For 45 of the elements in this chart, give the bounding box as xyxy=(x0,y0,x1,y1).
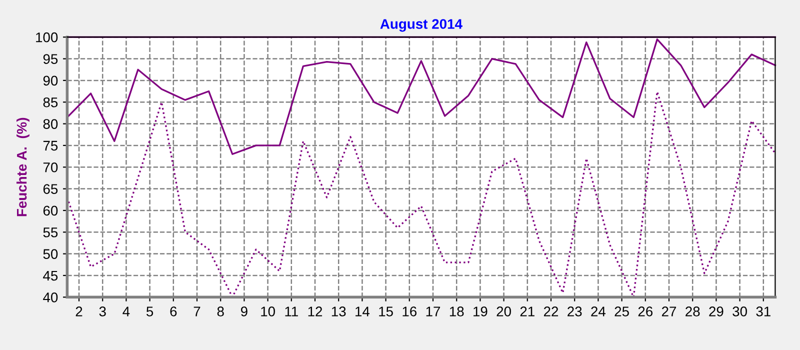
y-tick-label: 70 xyxy=(43,162,58,172)
y-tick-label: 60 xyxy=(43,206,58,216)
chart-title: August 2014 xyxy=(380,19,462,32)
x-tick-label: 22 xyxy=(544,306,558,316)
y-tick-label: 100 xyxy=(36,32,58,42)
x-tick-label: 13 xyxy=(332,306,346,316)
y-tick-label: 50 xyxy=(43,249,58,259)
x-tick-label: 27 xyxy=(662,306,676,316)
x-tick-label: 28 xyxy=(686,306,700,316)
y-tick-label: 80 xyxy=(43,119,58,129)
x-tick-label: 18 xyxy=(450,306,464,316)
y-tick-label: 85 xyxy=(43,97,58,108)
y-axis-title: Feuchte A. (%) xyxy=(16,118,30,216)
x-tick-label: 10 xyxy=(261,306,275,316)
x-tick-label: 31 xyxy=(756,306,770,316)
y-tick-label: 55 xyxy=(43,228,58,238)
x-tick-label: 23 xyxy=(568,306,582,316)
x-tick-label: 8 xyxy=(217,306,224,316)
x-tick-label: 4 xyxy=(122,306,130,316)
x-tick-label: 14 xyxy=(356,306,370,316)
y-tick-label: 75 xyxy=(43,140,58,151)
x-tick-label: 30 xyxy=(732,306,747,316)
y-tick-label: 45 xyxy=(43,270,58,281)
y-tick-label: 90 xyxy=(43,76,58,86)
x-tick-label: 24 xyxy=(591,306,606,316)
x-tick-label: 9 xyxy=(240,306,248,316)
x-tick-label: 7 xyxy=(194,306,200,316)
x-tick-label: 15 xyxy=(379,306,393,316)
x-tick-label: 12 xyxy=(308,306,322,316)
x-tick-label: 21 xyxy=(520,306,534,316)
y-tick-label: 95 xyxy=(43,54,58,64)
y-tick-label: 40 xyxy=(43,292,58,302)
x-tick-label: 11 xyxy=(285,306,298,316)
x-tick-label: 20 xyxy=(496,306,511,316)
x-tick-label: 2 xyxy=(76,306,82,316)
x-tick-label: 19 xyxy=(474,306,488,316)
x-tick-label: 29 xyxy=(709,306,724,316)
x-tick-label: 6 xyxy=(170,306,177,316)
x-tick-label: 17 xyxy=(426,306,440,316)
x-tick-label: 3 xyxy=(99,306,106,316)
x-tick-label: 16 xyxy=(402,306,417,316)
y-tick-label: 65 xyxy=(43,184,58,194)
x-tick-label: 26 xyxy=(638,306,653,316)
x-tick-label: 25 xyxy=(614,306,629,316)
x-tick-label: 5 xyxy=(146,306,154,316)
